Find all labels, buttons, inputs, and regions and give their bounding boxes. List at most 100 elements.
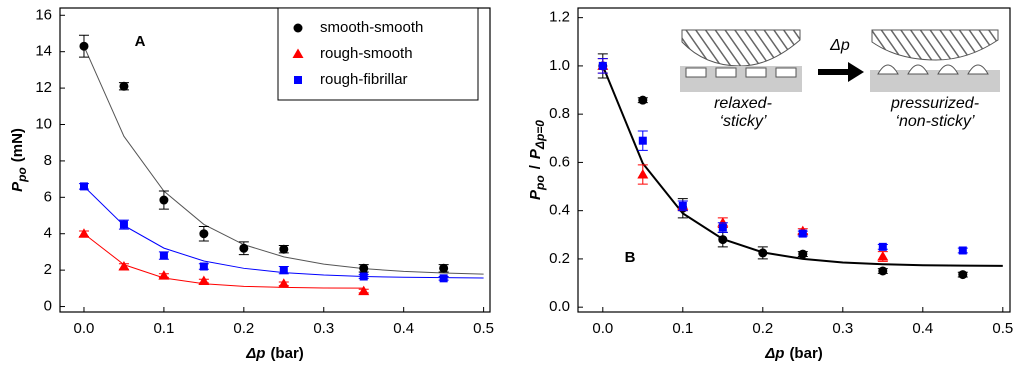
y-tick-label: 0.8 xyxy=(549,105,570,122)
legend-marker xyxy=(293,23,303,33)
point xyxy=(119,81,129,91)
y-tick-label: 1.0 xyxy=(549,57,570,74)
point xyxy=(158,270,170,280)
point xyxy=(239,243,249,253)
point xyxy=(198,275,210,286)
x-axis-symbol: Δp xyxy=(245,345,265,362)
y-axis-subscript: po xyxy=(533,175,547,191)
point xyxy=(878,266,888,276)
x-tick-label: 0.5 xyxy=(992,320,1013,337)
x-axis-unit: (bar) xyxy=(270,345,303,362)
y-tick-label: 4 xyxy=(44,225,52,242)
point xyxy=(638,136,647,145)
x-tick-label: 0.2 xyxy=(752,320,773,337)
point xyxy=(798,229,807,238)
y-tick-label: 0 xyxy=(44,298,52,315)
x-axis-title: Δp (bar) xyxy=(245,345,304,362)
y-tick-label: 2 xyxy=(44,261,52,278)
point xyxy=(279,266,288,275)
point xyxy=(78,228,90,238)
fit-curve xyxy=(83,186,484,279)
point xyxy=(958,270,968,280)
y-tick-label: 0.0 xyxy=(549,298,570,315)
inset-bumps xyxy=(877,64,989,75)
x-axis-symbol: Δp xyxy=(764,345,784,362)
point xyxy=(878,242,887,251)
x-tick-label: 0.0 xyxy=(592,320,613,337)
fit-curve xyxy=(601,65,1003,267)
point xyxy=(278,278,290,288)
x-tick-label: 0.3 xyxy=(313,320,334,337)
point xyxy=(598,61,607,70)
point xyxy=(79,41,89,51)
y-tick-label: 0.4 xyxy=(549,202,570,219)
point xyxy=(359,263,369,273)
y-tick-label: 0.6 xyxy=(549,153,570,170)
x-axis-title: Δp (bar) xyxy=(764,345,823,362)
inset-cavity xyxy=(715,67,737,78)
legend-label: smooth-smooth xyxy=(320,19,423,36)
point xyxy=(159,251,168,260)
y-axis-title: Ppo/PΔp=0 xyxy=(527,120,547,200)
inset-cavity xyxy=(745,67,767,78)
y-axis-subscript: Δp=0 xyxy=(533,120,547,150)
y-axis-symbol: P xyxy=(9,181,26,192)
point xyxy=(877,251,889,261)
point xyxy=(439,274,448,283)
panel: 0.0 0.1 0.2 0.3 0.4 0.5 0 2 4 6 8 10 12 14 16 Δp (bar) Pp… xyxy=(9,6,494,362)
x-tick-label: 0.1 xyxy=(672,320,693,337)
inset-cavity xyxy=(775,67,797,78)
legend-marker xyxy=(292,48,304,58)
fit-curve xyxy=(83,233,364,289)
y-axis-subscript: po xyxy=(15,167,29,183)
y-tick-label: 1.2 xyxy=(549,9,570,26)
point xyxy=(798,249,808,259)
inset-label: ‘non-sticky’ xyxy=(895,113,975,130)
point xyxy=(637,168,649,179)
x-tick-label: 0.2 xyxy=(233,320,254,337)
legend-label: rough-fibrillar xyxy=(320,71,408,88)
inset-substrate xyxy=(870,70,1000,92)
panel-label: A xyxy=(135,33,146,50)
y-axis-symbol: P xyxy=(527,148,544,159)
inset-label: pressurized- xyxy=(890,95,979,112)
panel-label: B xyxy=(625,249,636,266)
legend-marker xyxy=(294,76,302,84)
legend-label: rough-smooth xyxy=(320,45,413,62)
inset-dome xyxy=(871,29,999,61)
x-tick-label: 0.4 xyxy=(912,320,933,337)
y-tick-label: 10 xyxy=(35,115,52,132)
x-tick-label: 0.1 xyxy=(153,320,174,337)
point xyxy=(199,229,209,239)
y-axis-unit: (mN) xyxy=(9,128,26,162)
legend-box xyxy=(277,7,479,101)
point xyxy=(79,182,88,191)
y-tick-label: 8 xyxy=(44,152,52,169)
x-tick-label: 0.4 xyxy=(393,320,414,337)
y-axis-symbol: P xyxy=(527,189,544,200)
point xyxy=(119,220,128,229)
point xyxy=(439,263,449,273)
point xyxy=(359,272,368,281)
x-tick-label: 0.3 xyxy=(832,320,853,337)
inset-cavity xyxy=(685,67,707,78)
y-tick-label: 6 xyxy=(44,188,52,205)
x-tick-label: 0.0 xyxy=(74,320,95,337)
inset-dome xyxy=(681,29,801,67)
point xyxy=(718,235,728,245)
point xyxy=(678,201,687,210)
fit-curve xyxy=(83,46,484,275)
inset-arrow-head xyxy=(848,62,864,82)
point xyxy=(358,285,370,296)
x-tick-label: 0.5 xyxy=(473,320,494,337)
point xyxy=(758,248,768,258)
inset-label: ‘sticky’ xyxy=(719,113,767,130)
y-axis-separator: / xyxy=(527,164,544,169)
y-tick-label: 12 xyxy=(35,79,52,96)
plot-frame xyxy=(577,7,1011,313)
y-axis-title: Ppo (mN) xyxy=(9,128,29,192)
inset-label: relaxed- xyxy=(714,95,772,112)
x-axis-unit: (bar) xyxy=(789,345,822,362)
